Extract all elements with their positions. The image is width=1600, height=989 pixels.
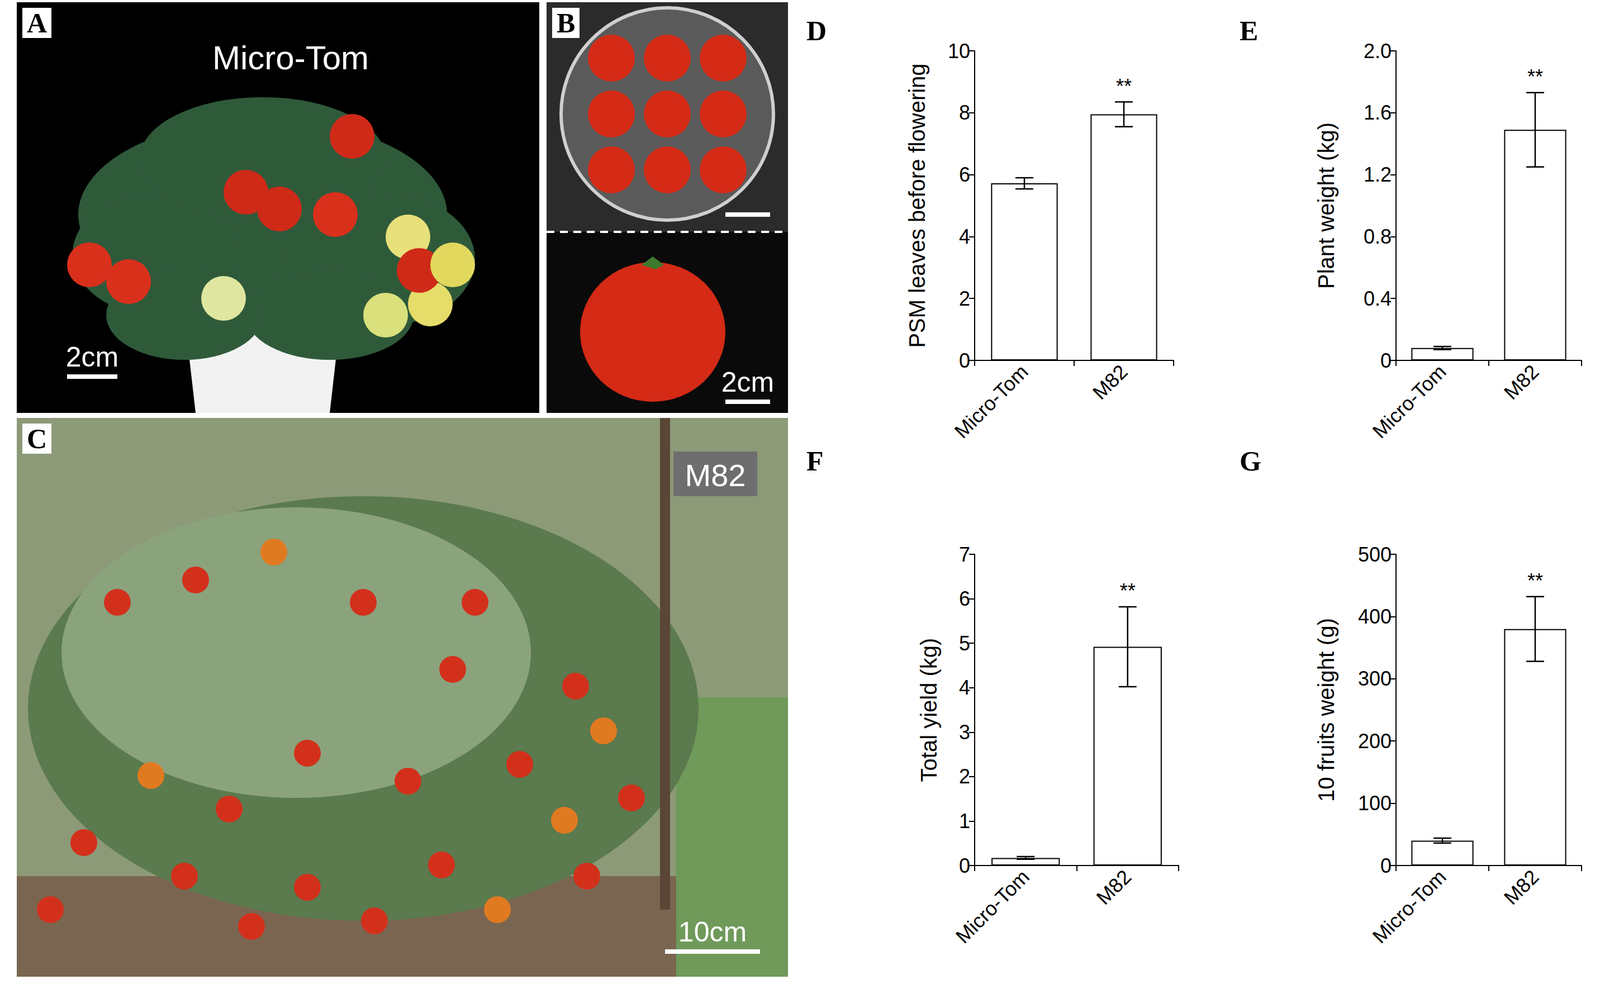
svg-text:0.4: 0.4 <box>1363 287 1392 311</box>
svg-text:10: 10 <box>947 39 971 63</box>
svg-text:0.8: 0.8 <box>1363 225 1392 249</box>
svg-text:0: 0 <box>958 349 971 373</box>
svg-text:2: 2 <box>958 287 971 311</box>
svg-text:M82: M82 <box>1499 360 1544 405</box>
svg-text:2.0: 2.0 <box>1363 39 1392 63</box>
svg-text:M82: M82 <box>685 457 747 493</box>
svg-text:Total yield (kg): Total yield (kg) <box>916 638 942 783</box>
svg-text:M82: M82 <box>1499 865 1544 910</box>
svg-text:Micro-Tom: Micro-Tom <box>951 865 1034 949</box>
html-text:A: A <box>26 7 47 39</box>
html-text:F: F <box>806 445 824 477</box>
svg-text:7: 7 <box>958 543 971 567</box>
svg-text:**: ** <box>1527 569 1543 593</box>
svg-text:500: 500 <box>1358 543 1392 567</box>
svg-text:6: 6 <box>958 587 971 611</box>
svg-text:Micro-Tom: Micro-Tom <box>950 360 1033 444</box>
svg-text:4: 4 <box>958 676 971 700</box>
html-text:E: E <box>1239 15 1259 47</box>
svg-text:Plant weight (kg): Plant weight (kg) <box>1313 122 1339 289</box>
svg-text:**: ** <box>1116 74 1132 98</box>
html-text:B: B <box>556 7 576 39</box>
svg-text:0: 0 <box>958 854 971 878</box>
svg-text:5: 5 <box>958 632 971 655</box>
svg-text:2cm: 2cm <box>65 341 119 373</box>
svg-text:M82: M82 <box>1092 865 1136 910</box>
svg-text:0: 0 <box>1380 854 1392 878</box>
svg-text:8: 8 <box>958 101 971 125</box>
svg-text:200: 200 <box>1358 729 1392 753</box>
svg-text:Micro-Tom: Micro-Tom <box>212 39 369 77</box>
svg-text:M82: M82 <box>1088 360 1132 405</box>
svg-text:Micro-Tom: Micro-Tom <box>1368 865 1451 949</box>
svg-text:2cm: 2cm <box>721 366 775 398</box>
svg-text:1.2: 1.2 <box>1363 163 1392 187</box>
svg-text:10cm: 10cm <box>678 916 747 948</box>
svg-text:3: 3 <box>958 720 971 744</box>
svg-text:1.6: 1.6 <box>1363 101 1392 125</box>
svg-text:100: 100 <box>1358 791 1392 815</box>
svg-text:1: 1 <box>958 809 971 833</box>
html-text:G: G <box>1239 445 1262 477</box>
svg-text:Micro-Tom: Micro-Tom <box>1368 360 1451 444</box>
svg-text:4: 4 <box>958 225 971 249</box>
svg-text:300: 300 <box>1358 667 1392 691</box>
svg-text:400: 400 <box>1358 605 1392 629</box>
svg-text:0: 0 <box>1380 349 1392 373</box>
svg-text:**: ** <box>1527 65 1543 89</box>
html-text:C: C <box>26 423 47 455</box>
html-text:D: D <box>806 15 827 47</box>
svg-text:2: 2 <box>958 765 971 788</box>
svg-text:10 fruits weight (g): 10 fruits weight (g) <box>1313 618 1339 802</box>
svg-text:6: 6 <box>958 163 971 187</box>
svg-text:**: ** <box>1119 579 1136 603</box>
svg-text:PSM leaves before flowering: PSM leaves before flowering <box>904 63 930 348</box>
